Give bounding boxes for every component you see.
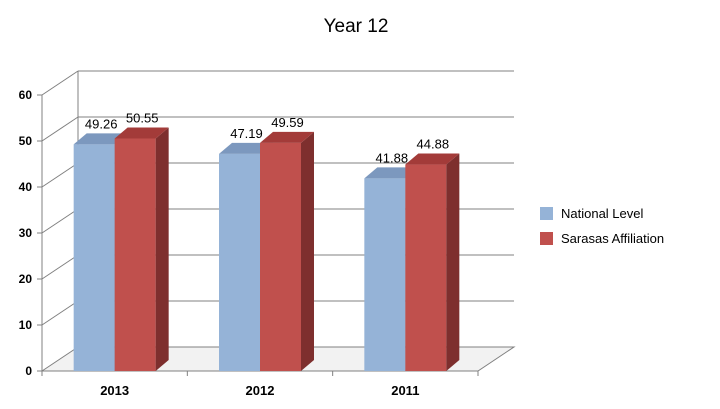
y-axis: 0 10 20 30 40 50 60: [19, 71, 79, 378]
bar: [405, 153, 460, 371]
data-label: 49.59: [271, 115, 304, 130]
bar-side: [155, 127, 169, 371]
legend-label: National Level: [561, 206, 643, 221]
y-tick-label: 30: [19, 226, 33, 240]
bar-side: [301, 131, 314, 371]
bar-top: [219, 142, 273, 154]
y-tick-label: 20: [19, 272, 33, 286]
bar: [260, 131, 314, 371]
bar-front: [73, 144, 115, 371]
legend-item: Sarasas Affiliation: [540, 231, 664, 246]
x-tick-label: 2011: [391, 383, 419, 398]
y-tick-label: 40: [19, 180, 33, 194]
y-tick-label: 0: [25, 364, 32, 378]
data-label: 47.19: [230, 126, 263, 141]
bar-front: [364, 178, 406, 371]
data-label: 44.88: [417, 137, 450, 152]
x-axis: 2013 2012 2011: [41, 370, 479, 398]
bar-front: [114, 138, 156, 371]
y-tick-label: 10: [19, 318, 33, 332]
bars: [73, 127, 460, 371]
legend-item: National Level: [540, 206, 643, 221]
bar-front: [260, 142, 301, 371]
gridline-diagonal: [41, 208, 79, 234]
legend: National Level Sarasas Affiliation: [540, 206, 664, 246]
bar-side: [446, 153, 460, 371]
data-label: 50.55: [126, 110, 159, 125]
x-tick-label: 2013: [100, 383, 129, 398]
bar-top: [114, 127, 169, 139]
bar: [114, 127, 169, 371]
bar-front: [219, 153, 260, 371]
gridline-diagonal: [41, 70, 79, 96]
gridline-diagonal: [41, 254, 79, 280]
bar-front: [405, 164, 447, 371]
legend-swatch: [540, 207, 553, 220]
data-label: 49.26: [85, 116, 118, 131]
bar-top: [260, 131, 314, 143]
gridline-diagonal: [41, 116, 79, 142]
x-tick-label: 2012: [246, 383, 275, 398]
bar-top: [73, 133, 128, 145]
bar-top: [364, 167, 419, 179]
y-tick-label: 50: [19, 134, 33, 148]
legend-label: Sarasas Affiliation: [561, 231, 664, 246]
data-labels: 49.26 50.55 47.19 49.59 41.88 44.88: [85, 110, 449, 165]
legend-swatch: [540, 232, 553, 245]
gridline-diagonal: [41, 162, 79, 188]
chart-title: Year 12: [324, 16, 389, 37]
data-label: 41.88: [376, 150, 409, 165]
gridline-diagonal: [41, 300, 79, 326]
y-tick-label: 60: [19, 88, 33, 102]
bar-top: [405, 153, 460, 165]
